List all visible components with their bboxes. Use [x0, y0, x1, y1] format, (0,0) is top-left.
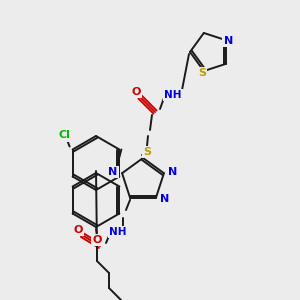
- Text: O: O: [92, 235, 102, 245]
- Text: Cl: Cl: [59, 130, 70, 140]
- Text: N: N: [168, 167, 178, 177]
- Text: NH: NH: [164, 90, 182, 100]
- Text: NH: NH: [109, 227, 127, 237]
- Text: S: S: [143, 147, 151, 157]
- Text: N: N: [160, 194, 170, 204]
- Text: O: O: [73, 225, 83, 235]
- Text: N: N: [109, 167, 118, 177]
- Text: N: N: [224, 36, 233, 46]
- Text: S: S: [198, 68, 206, 78]
- Text: O: O: [131, 87, 141, 97]
